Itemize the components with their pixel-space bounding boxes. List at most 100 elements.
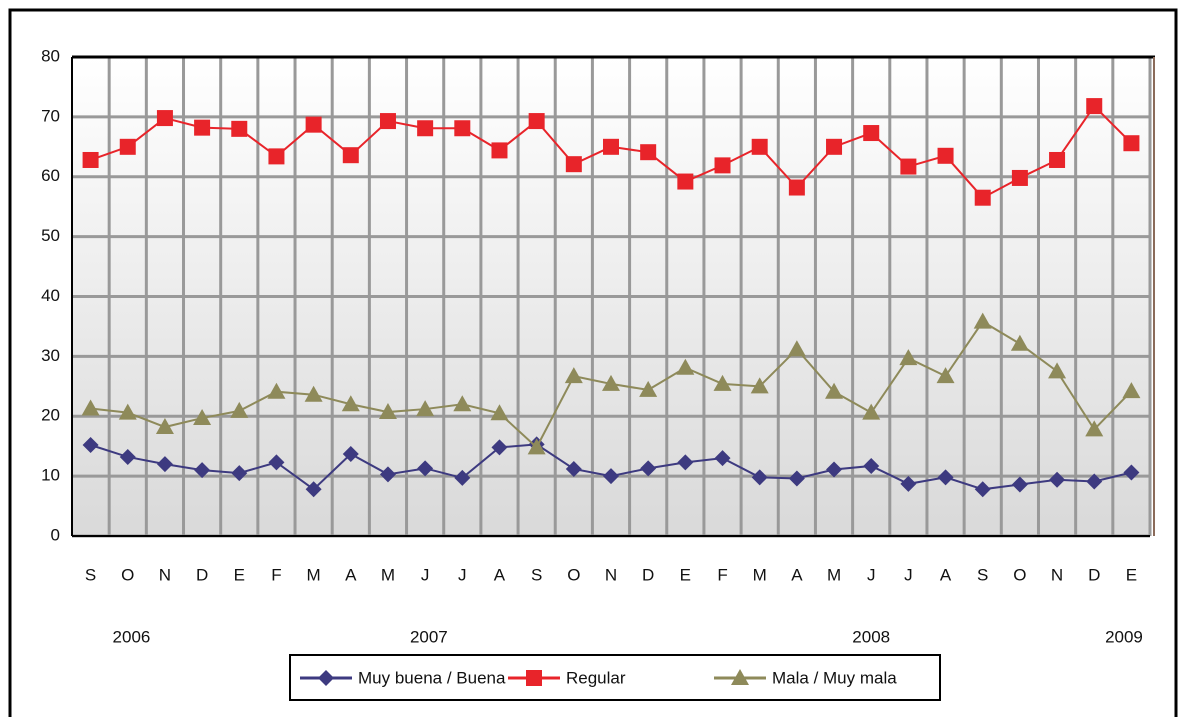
- marker: [676, 358, 695, 375]
- marker: [342, 147, 359, 164]
- x-tick-label: M: [307, 565, 321, 584]
- legend-label: Regular: [566, 668, 626, 687]
- x-tick-label: J: [867, 565, 876, 584]
- marker: [194, 119, 211, 136]
- marker: [1011, 476, 1028, 493]
- marker: [640, 144, 657, 161]
- marker: [900, 475, 917, 492]
- x-tick-label: F: [717, 565, 727, 584]
- marker: [639, 380, 658, 397]
- marker: [82, 151, 99, 168]
- marker: [491, 439, 508, 456]
- marker: [528, 113, 545, 130]
- marker: [825, 382, 844, 399]
- marker: [194, 462, 211, 479]
- x-tick-label: D: [1088, 565, 1100, 584]
- marker: [565, 460, 582, 477]
- y-tick-label: 40: [41, 286, 60, 305]
- x-tick-label: S: [85, 565, 96, 584]
- marker: [750, 377, 769, 394]
- marker: [156, 456, 173, 473]
- y-tick-label: 50: [41, 226, 60, 245]
- marker: [527, 438, 546, 455]
- x-tick-label: O: [1013, 565, 1026, 584]
- marker: [1122, 382, 1141, 399]
- x-tick-label: S: [977, 565, 988, 584]
- marker: [937, 147, 954, 164]
- x-tick-label: J: [458, 565, 467, 584]
- marker: [973, 312, 992, 329]
- marker: [491, 142, 508, 159]
- marker: [490, 404, 509, 421]
- marker: [826, 461, 843, 478]
- frame: [8, 8, 1178, 717]
- x-tick-label: M: [827, 565, 841, 584]
- marker: [119, 448, 136, 465]
- marker: [417, 120, 434, 137]
- marker: [82, 436, 99, 453]
- legend: [289, 654, 941, 701]
- marker: [677, 173, 694, 190]
- marker: [454, 120, 471, 137]
- marker: [713, 374, 732, 391]
- marker: [453, 395, 472, 412]
- x-tick-label: F: [271, 565, 281, 584]
- year-label: 2008: [852, 627, 890, 646]
- marker: [974, 481, 991, 498]
- x-tick-label: N: [1051, 565, 1063, 584]
- marker: [156, 110, 173, 127]
- marker: [379, 466, 396, 483]
- x-tick-label: A: [940, 565, 952, 584]
- marker: [1049, 471, 1066, 488]
- marker: [565, 156, 582, 173]
- x-tick-label: J: [421, 565, 430, 584]
- marker: [341, 395, 360, 412]
- x-tick-label: N: [605, 565, 617, 584]
- marker: [268, 148, 285, 165]
- marker: [602, 374, 620, 391]
- marker: [603, 138, 619, 155]
- marker: [1010, 334, 1029, 351]
- y-tick-label: 0: [51, 525, 60, 544]
- marker: [305, 481, 322, 498]
- x-tick-label: E: [234, 565, 245, 584]
- marker: [787, 340, 806, 357]
- marker: [119, 138, 136, 155]
- y-tick-label: 60: [41, 166, 60, 185]
- marker: [900, 158, 917, 175]
- x-tick-label: O: [567, 565, 580, 584]
- marker: [318, 670, 334, 686]
- x-tick-label: E: [680, 565, 691, 584]
- marker: [862, 403, 881, 420]
- x-tick-label: A: [494, 565, 506, 584]
- marker: [231, 120, 248, 137]
- marker: [677, 454, 694, 471]
- marker: [231, 465, 248, 482]
- marker: [342, 445, 359, 462]
- marker: [640, 460, 657, 477]
- marker: [1048, 362, 1067, 379]
- marker: [936, 367, 955, 384]
- marker: [899, 349, 918, 366]
- x-tick-label: M: [753, 565, 767, 584]
- marker: [1049, 151, 1066, 168]
- marker: [751, 138, 768, 155]
- marker: [454, 469, 471, 486]
- marker: [863, 457, 880, 474]
- y-tick-label: 80: [41, 46, 60, 65]
- marker: [378, 403, 397, 420]
- x-tick-label: A: [345, 565, 357, 584]
- marker: [826, 138, 843, 155]
- marker: [304, 385, 323, 402]
- y-tick-label: 30: [41, 346, 60, 365]
- marker: [788, 179, 805, 196]
- y-tick-label: 70: [41, 106, 60, 125]
- x-tick-label: N: [159, 565, 171, 584]
- marker: [155, 418, 174, 435]
- y-tick-label: 20: [41, 406, 60, 425]
- marker: [751, 469, 768, 486]
- x-tick-label: M: [381, 565, 395, 584]
- marker: [974, 189, 991, 206]
- x-tick-label: D: [642, 565, 654, 584]
